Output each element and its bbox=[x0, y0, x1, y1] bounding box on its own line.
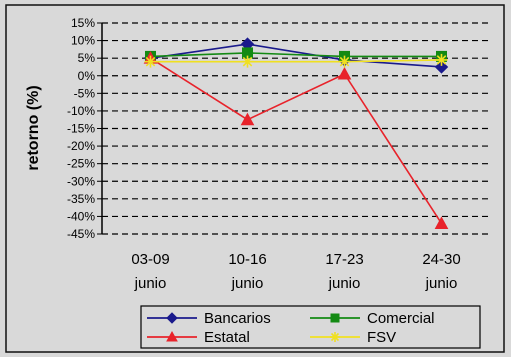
x-tick-label: junio bbox=[328, 275, 361, 292]
x-tick-label: 17-23 bbox=[325, 251, 363, 268]
data-point bbox=[241, 55, 254, 68]
y-tick-label: -15% bbox=[67, 122, 95, 136]
data-point bbox=[434, 216, 449, 229]
data-point bbox=[434, 60, 449, 74]
x-tick-label: junio bbox=[231, 275, 264, 292]
data-point bbox=[330, 332, 340, 342]
x-tick-label: 24-30 bbox=[422, 251, 460, 268]
y-tick-label: -25% bbox=[67, 157, 95, 171]
data-point bbox=[435, 53, 448, 66]
legend-label: Comercial bbox=[367, 310, 435, 327]
grid-lines bbox=[97, 22, 490, 235]
legend-label: Bancarios bbox=[204, 310, 271, 327]
data-point bbox=[330, 313, 340, 323]
x-tick-label: 03-09 bbox=[131, 251, 169, 268]
y-axis-label: retorno (%) bbox=[25, 85, 42, 170]
legend-item-comercial: Comercial bbox=[310, 310, 435, 327]
legend-label: Estatal bbox=[204, 329, 250, 346]
series-group bbox=[143, 37, 449, 229]
y-tick-label: 10% bbox=[71, 34, 95, 48]
y-tick-labels: 15% 10% 5% 0% -5% -10% -15% -20% -25% -30% -35% -40… bbox=[67, 16, 95, 241]
legend-item-estatal: Estatal bbox=[147, 329, 250, 346]
data-point bbox=[338, 55, 351, 68]
y-tick-label: 15% bbox=[71, 16, 95, 30]
x-tick-label: junio bbox=[134, 275, 167, 292]
data-point bbox=[337, 66, 352, 80]
y-tick-label: -10% bbox=[67, 104, 95, 118]
series-estatal bbox=[143, 51, 449, 229]
y-tick-label: 0% bbox=[78, 69, 96, 83]
data-point bbox=[166, 312, 178, 324]
legend-item-bancarios: Bancarios bbox=[147, 310, 271, 327]
y-tick-label: -20% bbox=[67, 139, 95, 153]
data-point bbox=[166, 330, 178, 342]
data-point bbox=[240, 112, 255, 126]
series-line bbox=[150, 57, 443, 224]
y-tick-label: -45% bbox=[67, 227, 95, 241]
legend: Bancarios Comercial Estatal FSV bbox=[140, 305, 481, 349]
y-tick-label: -30% bbox=[67, 174, 95, 188]
y-tick-label: 5% bbox=[78, 51, 96, 65]
series-line bbox=[150, 52, 442, 58]
x-tick-label: 10-16 bbox=[228, 251, 266, 268]
series-line bbox=[150, 43, 442, 68]
data-point bbox=[144, 55, 157, 68]
legend-item-fsv: FSV bbox=[310, 329, 396, 346]
x-tick-labels: 03-09 junio 10-16 junio 17-23 junio 24-30 junio bbox=[131, 251, 460, 292]
y-tick-label: -40% bbox=[67, 209, 95, 223]
series-fsv bbox=[144, 53, 448, 68]
legend-box bbox=[140, 305, 481, 349]
series-line bbox=[150, 59, 442, 63]
legend-label: FSV bbox=[367, 329, 396, 346]
x-tick-label: junio bbox=[425, 275, 458, 292]
y-tick-label: -5% bbox=[74, 86, 96, 100]
y-tick-label: -35% bbox=[67, 192, 95, 206]
